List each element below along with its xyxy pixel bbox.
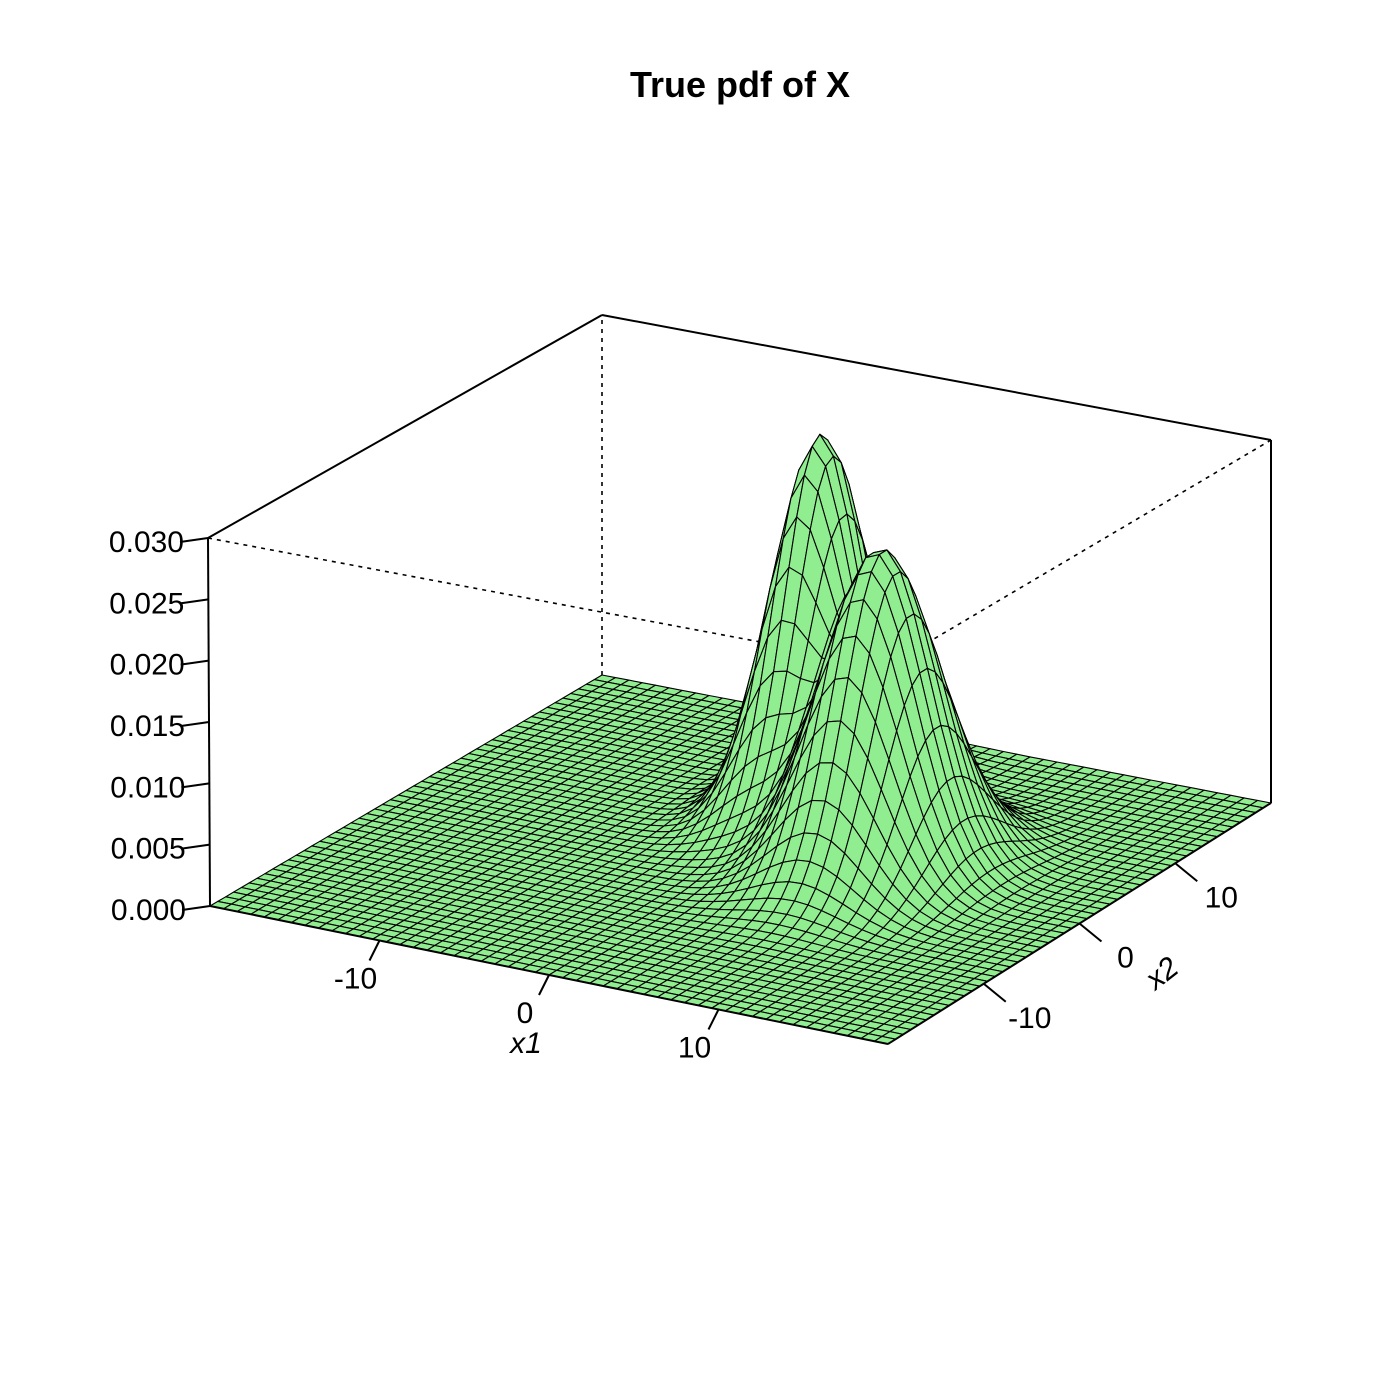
z-tick-label: 0.005 xyxy=(111,833,186,866)
z-tick-label: 0.025 xyxy=(109,587,184,620)
x2-tick xyxy=(983,982,1007,1003)
z-tick xyxy=(180,721,210,727)
x1-tick-label: 10 xyxy=(678,1032,711,1065)
x1-axis: x1 -10 0 10 xyxy=(334,940,720,1065)
x2-tick-label: 0 xyxy=(1117,942,1134,975)
z-tick xyxy=(181,905,211,911)
z-tick-label: 0.020 xyxy=(110,649,185,682)
x2-tick xyxy=(1174,862,1198,883)
chart-title: True pdf of X xyxy=(630,64,850,105)
z-tick-label: 0.030 xyxy=(109,526,184,559)
z-tick xyxy=(181,782,210,789)
z-axis: 0.000 0.005 0.010 0.015 0.020 0.025 0.030 xyxy=(109,526,211,927)
x1-axis-label: x1 xyxy=(508,1027,542,1060)
z-tick xyxy=(179,537,209,543)
hidden-edge xyxy=(887,439,1272,667)
surface-mesh xyxy=(209,433,1272,1045)
z-tick-label: 0.010 xyxy=(110,771,185,804)
x1-tick xyxy=(707,1009,720,1030)
z-tick xyxy=(180,598,209,605)
z-tick xyxy=(180,659,209,666)
x2-tick-label: -10 xyxy=(1008,1002,1051,1035)
z-tick-label: 0.000 xyxy=(111,894,186,927)
z-tick xyxy=(181,843,210,850)
x1-tick-label: -10 xyxy=(334,963,377,996)
x2-tick xyxy=(1078,922,1103,943)
x1-tick xyxy=(538,974,550,996)
x1-tick-label: 0 xyxy=(517,997,534,1030)
x2-tick-label: 10 xyxy=(1205,881,1238,914)
x2-axis-label: x2 xyxy=(1138,951,1185,998)
box-edge xyxy=(601,314,1272,441)
x1-tick xyxy=(368,940,381,961)
z-tick-label: 0.015 xyxy=(110,710,185,743)
box-edge xyxy=(207,314,603,539)
